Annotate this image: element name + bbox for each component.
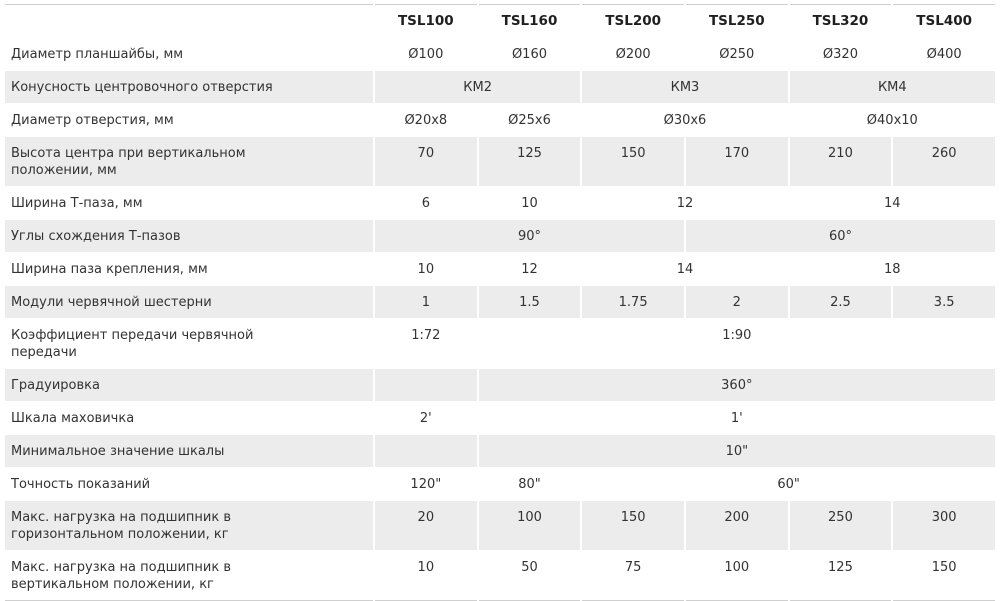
table-cell: 6 bbox=[375, 187, 477, 219]
table-row: Ширина паза крепления, мм 10 12 14 18 bbox=[5, 253, 995, 285]
table-cell: 150 bbox=[582, 501, 684, 550]
table-cell: 210 bbox=[789, 137, 892, 186]
table-cell: 100 bbox=[478, 501, 581, 550]
table-cell: 1.5 bbox=[478, 286, 581, 318]
table-cell: 20 bbox=[375, 501, 477, 550]
table-row: Точность показаний 120" 80" 60" bbox=[5, 468, 995, 500]
row-label: Коэффициент передачи червячной передачи bbox=[5, 319, 373, 368]
table-cell: 90° bbox=[375, 220, 684, 252]
row-label: Диаметр отверстия, мм bbox=[5, 104, 373, 136]
table-cell: 50 bbox=[478, 551, 581, 601]
table-cell: 360° bbox=[478, 369, 995, 401]
specs-table: TSL100 TSL160 TSL200 TSL250 TSL320 TSL400 Диа… bbox=[3, 3, 997, 601]
table-cell: 200 bbox=[685, 501, 788, 550]
table-row: Минимальное значение шкалы 10" bbox=[5, 435, 995, 467]
column-header: TSL250 bbox=[685, 4, 788, 37]
row-label: Минимальное значение шкалы bbox=[5, 435, 373, 467]
row-label-column-header bbox=[5, 4, 373, 37]
row-label: Макс. нагрузка на подшипник в вертикальн… bbox=[5, 551, 373, 601]
table-cell: 1:90 bbox=[478, 319, 995, 368]
table-row: Диаметр отверстия, мм Ø20x8 Ø25x6 Ø30x6 Ø40x… bbox=[5, 104, 995, 136]
row-label: Высота центра при вертикальном положении… bbox=[5, 137, 373, 186]
row-label: Модули червячной шестерни bbox=[5, 286, 373, 318]
table-cell bbox=[375, 369, 477, 401]
table-cell: Ø30x6 bbox=[582, 104, 788, 136]
table-row: Макс. нагрузка на подшипник в вертикальн… bbox=[5, 551, 995, 601]
table-cell: Ø160 bbox=[478, 38, 581, 70]
table-cell: 2 bbox=[685, 286, 788, 318]
table-row: Коэффициент передачи червячной передачи 1… bbox=[5, 319, 995, 368]
table-row: Ширина Т-паза, мм 6 10 12 14 bbox=[5, 187, 995, 219]
table-cell: 14 bbox=[789, 187, 995, 219]
table-row: Макс. нагрузка на подшипник в горизонтал… bbox=[5, 501, 995, 550]
row-label: Ширина паза крепления, мм bbox=[5, 253, 373, 285]
table-cell: 125 bbox=[789, 551, 892, 601]
table-cell: КМ3 bbox=[582, 71, 788, 103]
table-cell: 75 bbox=[582, 551, 684, 601]
table-cell: Ø100 bbox=[375, 38, 477, 70]
row-label: Диаметр планшайбы, мм bbox=[5, 38, 373, 70]
column-header: TSL200 bbox=[582, 4, 684, 37]
row-label: Ширина Т-паза, мм bbox=[5, 187, 373, 219]
table-cell: 170 bbox=[685, 137, 788, 186]
table-cell: 60" bbox=[582, 468, 995, 500]
table-row: Шкала маховичка 2' 1' bbox=[5, 402, 995, 434]
table-cell: Ø250 bbox=[685, 38, 788, 70]
table-cell: 125 bbox=[478, 137, 581, 186]
table-cell: Ø20x8 bbox=[375, 104, 477, 136]
table-cell: 1 bbox=[375, 286, 477, 318]
row-label: Углы схождения Т-пазов bbox=[5, 220, 373, 252]
header-row: TSL100 TSL160 TSL200 TSL250 TSL320 TSL400 bbox=[5, 4, 995, 37]
table-cell: 2' bbox=[375, 402, 477, 434]
table-cell: Ø40x10 bbox=[789, 104, 995, 136]
table-cell: 150 bbox=[893, 551, 995, 601]
table-cell: 10 bbox=[478, 187, 581, 219]
row-label: Конусность центровочного отверстия bbox=[5, 71, 373, 103]
table-cell: Ø200 bbox=[582, 38, 684, 70]
table-cell: 150 bbox=[582, 137, 684, 186]
table-cell: КМ4 bbox=[789, 71, 995, 103]
table-cell: 10 bbox=[375, 551, 477, 601]
table-cell: 18 bbox=[789, 253, 995, 285]
table-row: Диаметр планшайбы, мм Ø100 Ø160 Ø200 Ø250 Ø32… bbox=[5, 38, 995, 70]
table-cell: 1' bbox=[478, 402, 995, 434]
table-cell: 10" bbox=[478, 435, 995, 467]
table-cell: 60° bbox=[685, 220, 995, 252]
table-row: Конусность центровочного отверстия КМ2 КМ3… bbox=[5, 71, 995, 103]
table-cell: 100 bbox=[685, 551, 788, 601]
table-cell: 12 bbox=[582, 187, 788, 219]
table-cell: 120" bbox=[375, 468, 477, 500]
table-cell: 250 bbox=[789, 501, 892, 550]
table-cell: 1:72 bbox=[375, 319, 477, 368]
table-cell: 80" bbox=[478, 468, 581, 500]
column-header: TSL320 bbox=[789, 4, 892, 37]
table-cell: 260 bbox=[893, 137, 995, 186]
table-cell: 3.5 bbox=[893, 286, 995, 318]
column-header: TSL400 bbox=[893, 4, 995, 37]
table-row: Высота центра при вертикальном положении… bbox=[5, 137, 995, 186]
table-cell: 14 bbox=[582, 253, 788, 285]
row-label: Градуировка bbox=[5, 369, 373, 401]
table-cell: 10 bbox=[375, 253, 477, 285]
table-cell: 300 bbox=[893, 501, 995, 550]
table-cell: Ø320 bbox=[789, 38, 892, 70]
table-body: Диаметр планшайбы, мм Ø100 Ø160 Ø200 Ø250 Ø32… bbox=[5, 38, 995, 601]
column-header: TSL100 bbox=[375, 4, 477, 37]
table-cell: 12 bbox=[478, 253, 581, 285]
table-cell: 70 bbox=[375, 137, 477, 186]
row-label: Шкала маховичка bbox=[5, 402, 373, 434]
table-cell bbox=[375, 435, 477, 467]
column-header: TSL160 bbox=[478, 4, 581, 37]
table-cell: Ø25x6 bbox=[478, 104, 581, 136]
table-cell: КМ2 bbox=[375, 71, 581, 103]
row-label: Точность показаний bbox=[5, 468, 373, 500]
table-row: Углы схождения Т-пазов 90° 60° bbox=[5, 220, 995, 252]
table-cell: 1.75 bbox=[582, 286, 684, 318]
row-label: Макс. нагрузка на подшипник в горизонтал… bbox=[5, 501, 373, 550]
table-row: Модули червячной шестерни 1 1.5 1.75 2 2.5 3.5 bbox=[5, 286, 995, 318]
table-cell: Ø400 bbox=[893, 38, 995, 70]
table-row: Градуировка 360° bbox=[5, 369, 995, 401]
table-cell: 2.5 bbox=[789, 286, 892, 318]
